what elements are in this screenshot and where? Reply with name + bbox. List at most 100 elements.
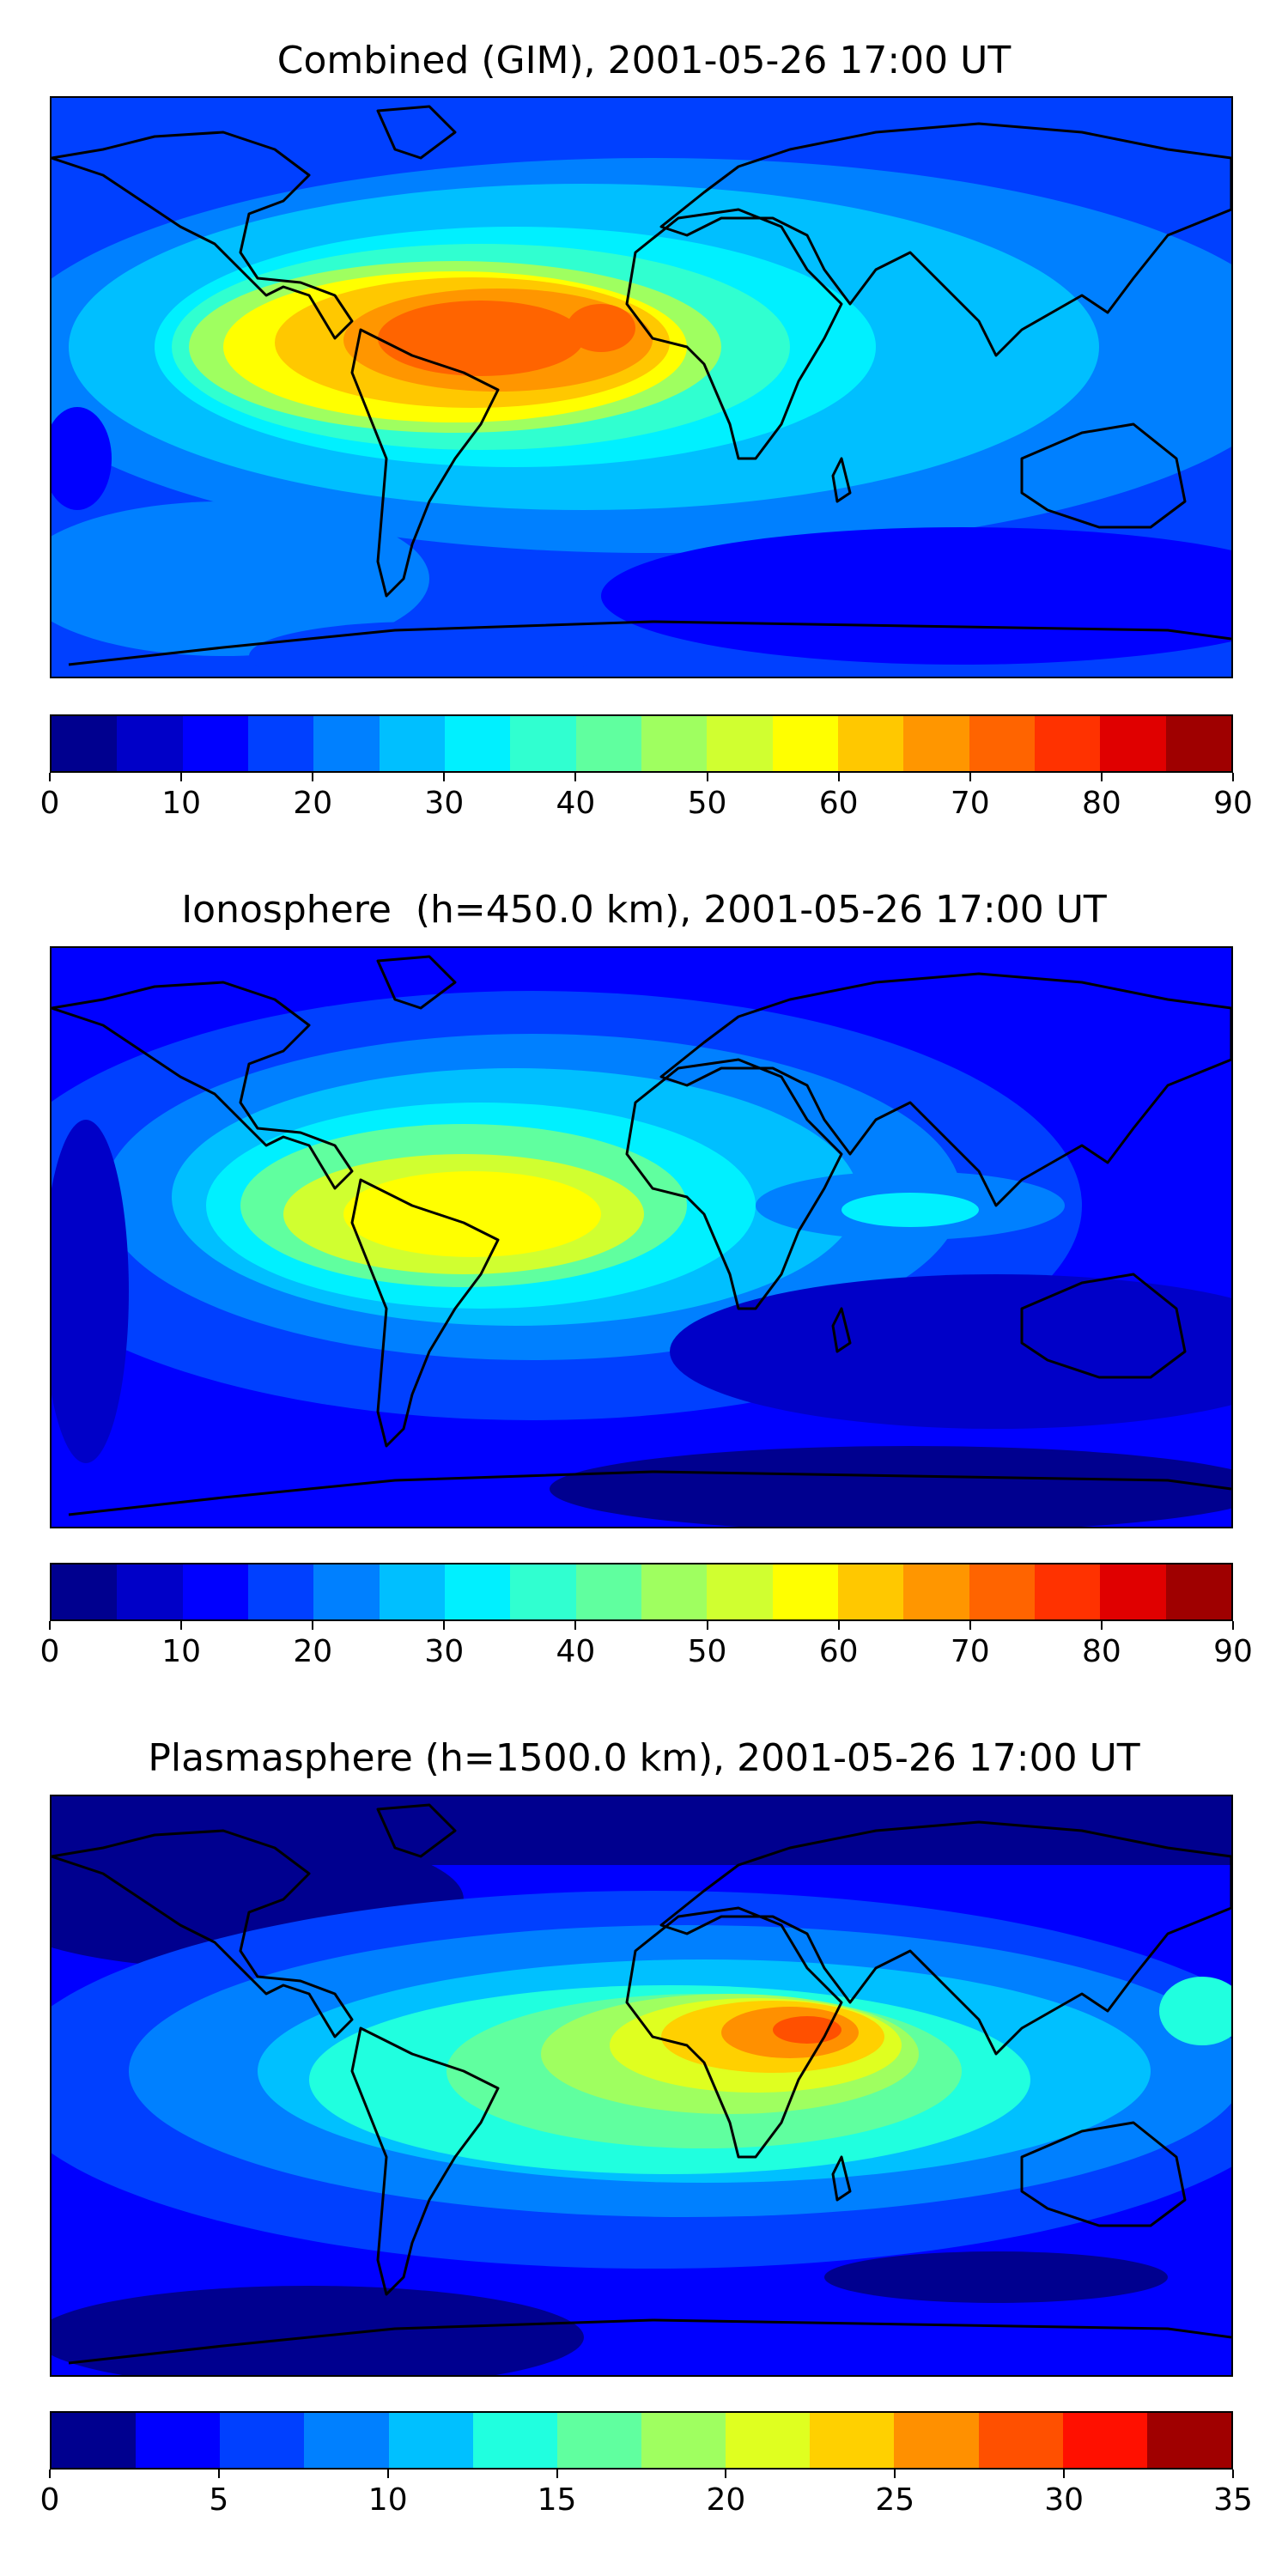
colorbar-tick-mark	[180, 773, 183, 781]
panel-title: Combined (GIM), 2001-05-26 17:00 UT	[276, 39, 1012, 82]
colorbar-segment	[379, 716, 445, 771]
colorbar-segment	[707, 1564, 773, 1619]
colorbar-segment	[313, 1564, 380, 1619]
colorbar-tick-mark	[1100, 773, 1103, 781]
colorbar-segment	[772, 1564, 838, 1619]
colorbar-tick-label: 30	[424, 786, 465, 821]
colorbar-tick-label: 90	[1213, 1634, 1253, 1669]
colorbar-tick-label: 80	[1081, 1634, 1121, 1669]
colorbar-segment	[903, 1564, 969, 1619]
colorbar-segment	[379, 1564, 445, 1619]
map-ionosphere	[50, 946, 1233, 1528]
colorbar-tick-label: 40	[556, 786, 596, 821]
colorbar-segment	[1100, 1564, 1166, 1619]
colorbar-tick-label: 50	[687, 786, 727, 821]
colorbar-segment	[52, 1564, 118, 1619]
colorbar-tick-mark	[1063, 2470, 1066, 2478]
colorbar-tick-mark	[180, 1621, 183, 1630]
colorbar-tick-label: 20	[293, 1634, 333, 1669]
colorbar-tick-label: 30	[424, 1634, 465, 1669]
colorbar-segment	[641, 1564, 708, 1619]
colorbar	[50, 714, 1233, 773]
colorbar-segment	[1100, 716, 1166, 771]
colorbar-segment	[969, 716, 1035, 771]
colorbar-tick-mark	[217, 2470, 220, 2478]
colorbar-tick-label: 10	[368, 2482, 408, 2518]
colorbar-segment	[117, 1564, 183, 1619]
colorbar-tick-label: 70	[950, 786, 990, 821]
colorbar-tick-label: 5	[209, 2482, 229, 2518]
colorbar-tick-label: 0	[39, 1634, 60, 1669]
colorbar-tick-mark	[1232, 773, 1234, 781]
colorbar-tick-label: 25	[875, 2482, 915, 2518]
colorbar-tick-label: 20	[706, 2482, 746, 2518]
colorbar-tick-label: 40	[556, 1634, 596, 1669]
colorbar-segment	[182, 716, 248, 771]
colorbar-segment	[641, 2413, 726, 2468]
tec-contour-map	[52, 948, 1231, 1527]
panel-title: Plasmasphere (h=1500.0 km), 2001-05-26 1…	[148, 1736, 1140, 1780]
colorbar-segment	[978, 2413, 1063, 2468]
colorbar-segment	[641, 716, 708, 771]
colorbar-tick-mark	[837, 773, 840, 781]
colorbar-tick-label: 15	[537, 2482, 577, 2518]
colorbar-segment	[903, 716, 969, 771]
colorbar-ticks: 0 10 20 30 40 50 60 70 80 90	[40, 773, 1253, 824]
colorbar-tick-mark	[725, 2470, 727, 2478]
colorbar-tick-mark	[837, 1621, 840, 1630]
coastlines	[52, 1803, 1231, 2365]
colorbar-segment	[304, 2413, 389, 2468]
colorbar-tick-mark	[49, 1621, 51, 1630]
colorbar-segment	[894, 2413, 979, 2468]
colorbar-tick-label: 30	[1044, 2482, 1084, 2518]
colorbar-tick-mark	[443, 1621, 446, 1630]
colorbar-tick-mark	[706, 773, 708, 781]
colorbar-tick-label: 0	[39, 2482, 60, 2518]
colorbar-segment	[247, 716, 314, 771]
colorbar-segment	[1146, 2413, 1231, 2468]
colorbar-tick-mark	[443, 773, 446, 781]
colorbar-segment	[575, 716, 641, 771]
colorbar-tick-mark	[386, 2470, 389, 2478]
colorbar-tick-mark	[969, 1621, 971, 1630]
colorbar-tick-mark	[969, 773, 971, 781]
colorbar-segment	[837, 716, 904, 771]
colorbar-segment	[1165, 716, 1231, 771]
colorbar-tick-label: 60	[818, 1634, 859, 1669]
map-plasmasphere	[50, 1795, 1233, 2377]
colorbar-tick-mark	[49, 2470, 51, 2478]
colorbar-segment	[52, 716, 118, 771]
colorbar-segment	[472, 2413, 557, 2468]
colorbar-segment	[837, 1564, 904, 1619]
colorbar	[50, 1563, 1233, 1621]
colorbar-segment	[52, 2413, 137, 2468]
colorbar-segment	[810, 2413, 895, 2468]
colorbar-tick-label: 70	[950, 1634, 990, 1669]
colorbar-tick-mark	[1100, 1621, 1103, 1630]
colorbar-tick-label: 10	[161, 1634, 202, 1669]
colorbar-tick-mark	[49, 773, 51, 781]
coastlines	[52, 105, 1231, 666]
colorbar-segment	[772, 716, 838, 771]
colorbar-segment	[444, 716, 511, 771]
colorbar-tick-mark	[574, 773, 577, 781]
colorbar-tick-mark	[556, 2470, 558, 2478]
colorbar-segment	[726, 2413, 811, 2468]
colorbar-segment	[444, 1564, 511, 1619]
colorbar-segment	[556, 2413, 641, 2468]
colorbar-tick-label: 0	[39, 786, 60, 821]
colorbar-tick-mark	[312, 1621, 314, 1630]
colorbar-ticks: 0 10 20 30 40 50 60 70 80 90	[40, 1621, 1253, 1673]
colorbar-segment	[510, 1564, 576, 1619]
colorbar-tick-mark	[894, 2470, 896, 2478]
colorbar-tick-label: 20	[293, 786, 333, 821]
map-combined	[50, 96, 1233, 678]
colorbar-segment	[1165, 1564, 1231, 1619]
colorbar-tick-label: 50	[687, 1634, 727, 1669]
colorbar	[50, 2411, 1233, 2470]
colorbar-tick-label: 80	[1081, 786, 1121, 821]
colorbar-segment	[388, 2413, 473, 2468]
colorbar-segment	[510, 716, 576, 771]
colorbar-segment	[117, 716, 183, 771]
panel-title: Ionosphere (h=450.0 km), 2001-05-26 17:0…	[181, 888, 1107, 932]
